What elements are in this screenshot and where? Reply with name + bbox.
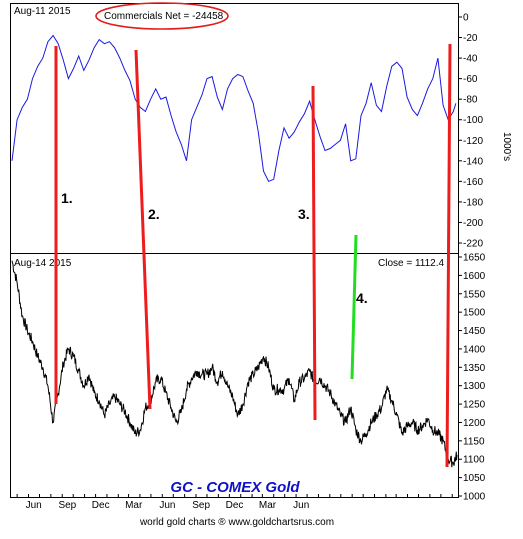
tick-label: 1300 <box>463 381 486 392</box>
annotation-line-5 <box>445 43 452 468</box>
close-label: Close = 1112.4 <box>378 258 445 269</box>
tick-label: -20 <box>463 33 478 44</box>
tick-label: Sep <box>192 500 210 511</box>
chart-title: GC - COMEX Gold <box>170 479 300 496</box>
tick-label: 1550 <box>463 289 486 300</box>
bottom-date-label: Aug-14 2015 <box>14 258 72 269</box>
top-y-axis-label: 1000's <box>501 132 512 161</box>
callout-ellipse <box>95 2 229 30</box>
tick-label: Mar <box>125 500 143 511</box>
tick-label: Mar <box>259 500 277 511</box>
bottom-panel-frame <box>10 253 459 498</box>
top-panel-frame <box>10 3 459 254</box>
tick-label: 1450 <box>463 326 486 337</box>
top-date-label: Aug-11 2015 <box>14 6 71 17</box>
tick-label: -60 <box>463 74 478 85</box>
tick-label: 1250 <box>463 400 486 411</box>
footer-credit: world gold charts ® www.goldchartsrus.co… <box>139 517 334 528</box>
tick-label: 1500 <box>463 308 486 319</box>
commercials-net-callout: Commercials Net = -24458 <box>104 11 224 22</box>
tick-label: -200 <box>463 218 483 229</box>
tick-label: Sep <box>58 500 76 511</box>
tick-label: 0 <box>463 13 469 24</box>
tick-label: -120 <box>463 136 483 147</box>
bottom-y-axis-ticks: 1000 1050 1100 1150 1200 1250 1300 1350 1400 1450… <box>458 253 486 503</box>
tick-label: -220 <box>463 239 483 250</box>
tick-label: -140 <box>463 156 483 167</box>
tick-label: Dec <box>92 500 110 511</box>
annotation-line-4 <box>350 234 358 380</box>
top-y-axis-ticks: 0 -20 -40 -60 -80 -100 -120 -140 -160 -180 -200 -22… <box>458 13 483 250</box>
annotation-label-2: 2. <box>148 206 160 222</box>
tick-label: Jun <box>159 500 175 511</box>
x-axis-ticks: Jun Sep Dec Mar Jun Sep Dec Mar Jun <box>16 494 453 511</box>
tick-label: -160 <box>463 177 483 188</box>
tick-label: 1150 <box>463 436 485 447</box>
tick-label: -100 <box>463 115 483 126</box>
annotation-label-3: 3. <box>298 206 310 222</box>
annotation-line-3 <box>311 85 317 421</box>
annotation-label-1: 1. <box>61 190 73 206</box>
annotation-line-2 <box>134 49 152 410</box>
tick-label: Jun <box>293 500 309 511</box>
tick-label: 1350 <box>463 363 486 374</box>
tick-label: 1650 <box>463 253 486 264</box>
tick-label: 1200 <box>463 418 486 429</box>
tick-label: 1000 <box>463 492 486 503</box>
commercials-net-line <box>11 34 457 183</box>
tick-label: 1050 <box>463 473 486 484</box>
tick-label: 1100 <box>463 455 485 466</box>
tick-label: -180 <box>463 197 483 208</box>
gold-price-line <box>11 260 458 468</box>
tick-label: 1600 <box>463 271 486 282</box>
tick-label: -40 <box>463 54 478 65</box>
annotation-label-4: 4. <box>356 290 368 306</box>
tick-label: Dec <box>226 500 244 511</box>
tick-label: 1400 <box>463 344 486 355</box>
tick-label: -80 <box>463 95 478 106</box>
tick-label: Jun <box>26 500 42 511</box>
